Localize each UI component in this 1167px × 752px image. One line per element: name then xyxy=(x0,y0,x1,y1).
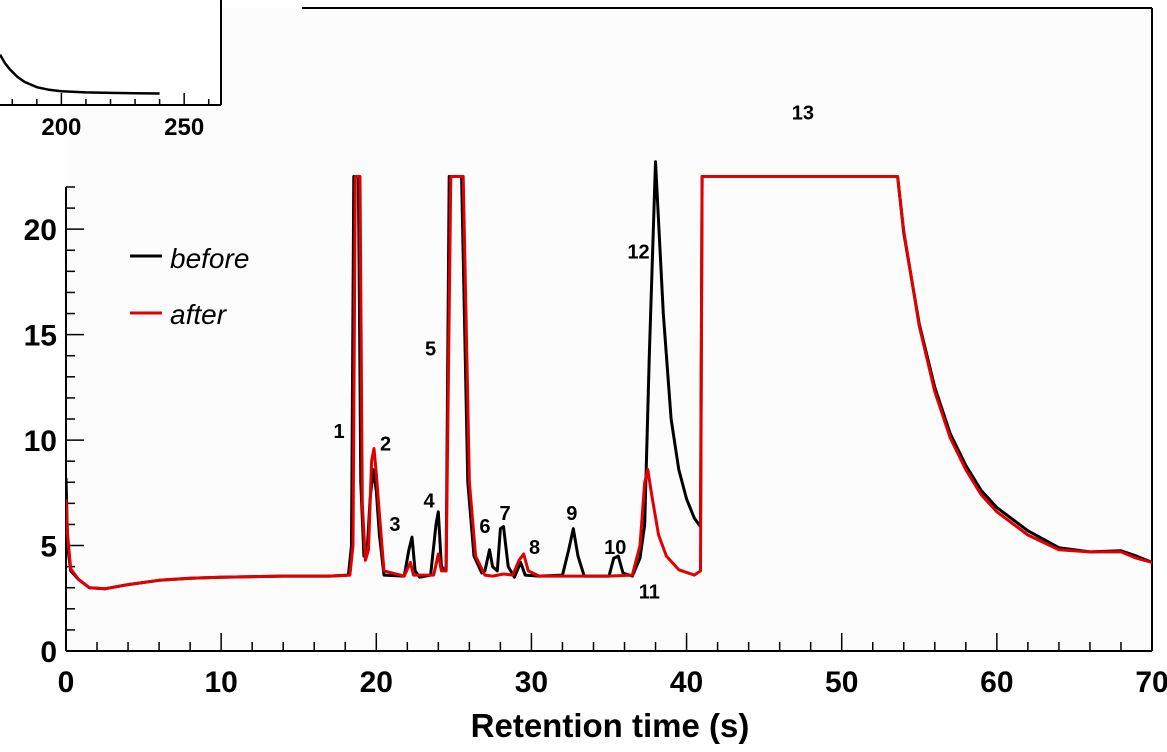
y-tick-label: 5 xyxy=(40,531,57,564)
inset-series-line xyxy=(0,53,160,95)
legend: before after xyxy=(130,243,249,330)
peak-label: 5 xyxy=(425,339,436,361)
peak-label: 7 xyxy=(499,503,510,525)
legend-label-after: after xyxy=(170,299,228,330)
peak-label: 9 xyxy=(566,503,577,525)
x-tick-label: 0 xyxy=(58,666,75,699)
peak-label: 8 xyxy=(529,537,540,559)
peak-label: 6 xyxy=(479,516,490,538)
x-tick-label: 10 xyxy=(204,666,237,699)
inset-tick-label: 200 xyxy=(41,114,81,141)
peak-label: 11 xyxy=(639,581,660,603)
peak-label: 10 xyxy=(604,537,626,559)
x-tick-label: 60 xyxy=(980,666,1013,699)
y-tick-label: 10 xyxy=(24,425,57,458)
peak-label: 12 xyxy=(627,242,649,264)
x-tick-label: 40 xyxy=(670,666,703,699)
x-tick-label: 50 xyxy=(825,666,858,699)
x-tick-label: 70 xyxy=(1135,666,1167,699)
legend-label-before: before xyxy=(170,243,249,274)
peak-label: 2 xyxy=(380,434,391,456)
peak-label: 13 xyxy=(792,103,814,125)
y-tick-label: 0 xyxy=(40,636,57,669)
peak-label: 3 xyxy=(389,514,400,536)
inset-plot: 200 250 xyxy=(0,0,222,141)
inset-tick-label: 250 xyxy=(164,114,204,141)
peak-label: 4 xyxy=(423,491,435,513)
plot-area xyxy=(66,8,1152,651)
x-axis-title: Retention time (s) xyxy=(471,707,750,744)
y-tick-label: 20 xyxy=(24,214,57,247)
series-line-after xyxy=(66,175,1152,591)
x-tick-label: 20 xyxy=(360,666,393,699)
y-tick-label: 15 xyxy=(24,320,57,353)
peak-label: 1 xyxy=(333,421,344,443)
inset-area xyxy=(0,0,221,105)
x-tick-label: 30 xyxy=(515,666,548,699)
